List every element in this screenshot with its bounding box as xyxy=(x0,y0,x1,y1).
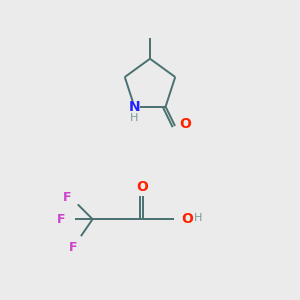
Text: N: N xyxy=(129,100,140,114)
Text: F: F xyxy=(57,213,65,226)
Text: F: F xyxy=(63,191,72,204)
Text: H: H xyxy=(130,113,139,123)
Text: O: O xyxy=(179,117,191,130)
Text: O: O xyxy=(137,180,148,194)
Text: O: O xyxy=(181,212,193,226)
Text: F: F xyxy=(69,241,78,254)
Text: H: H xyxy=(194,213,202,223)
